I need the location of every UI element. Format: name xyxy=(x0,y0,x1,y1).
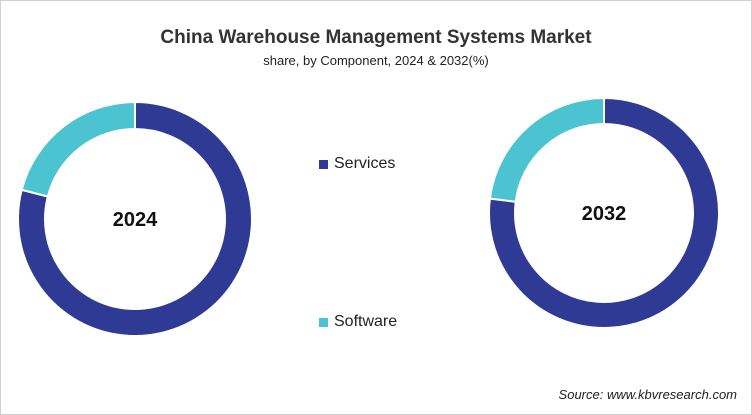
slice-2024-software xyxy=(20,100,136,198)
legend-swatch-services xyxy=(319,159,328,169)
donut-center-label-2024: 2024 xyxy=(113,209,158,231)
legend-item-services: Services xyxy=(319,155,395,173)
legend-label-services: Services xyxy=(334,155,396,172)
legend-swatch-software xyxy=(319,317,328,327)
legend-item-software: Software xyxy=(319,313,397,331)
slice-2032-software xyxy=(488,96,605,203)
source-note: Source: www.kbvresearch.com xyxy=(558,387,737,402)
donut-center-label-2032: 2032 xyxy=(582,203,627,225)
legend-label-software: Software xyxy=(334,313,398,330)
slice-2024-services xyxy=(17,100,253,337)
slice-2032-services xyxy=(488,96,720,329)
chart-subtitle: share, by Component, 2024 & 2032(%) xyxy=(263,53,489,68)
chart-title: China Warehouse Management Systems Marke… xyxy=(160,27,592,48)
